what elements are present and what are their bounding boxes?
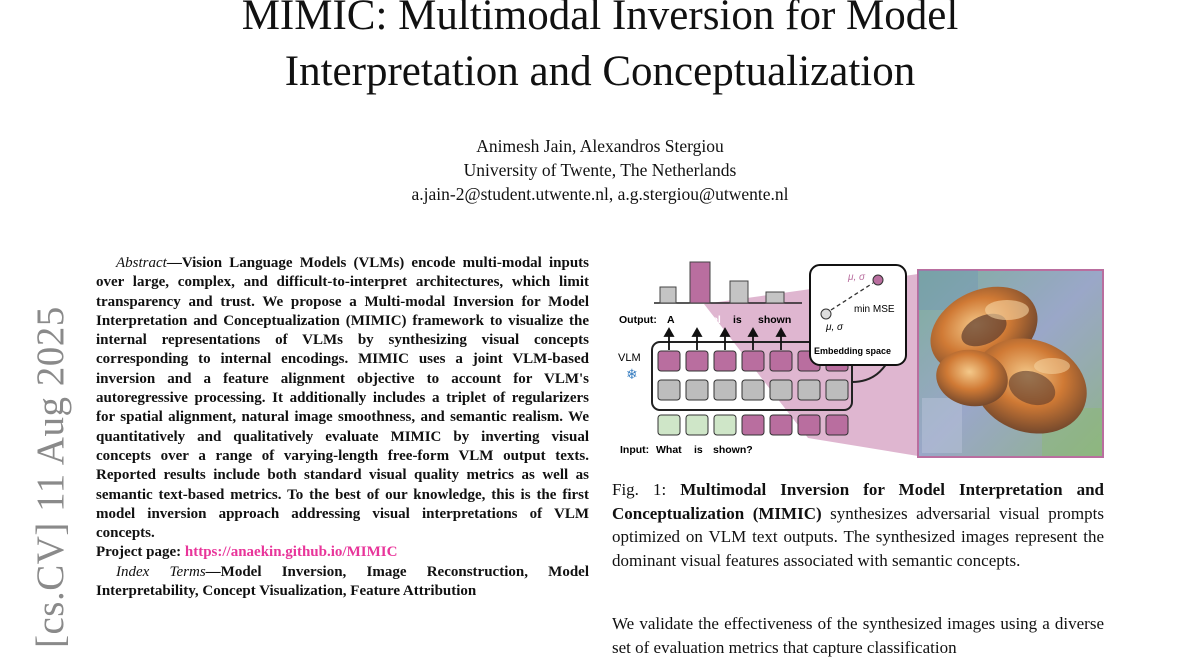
snowflake-icon: ❄ <box>626 366 638 382</box>
caption-bold: Multimodal Inversion for Model Interpret… <box>612 480 1105 523</box>
abstract-column: Abstract—Vision Language Models (VLMs) e… <box>96 254 589 601</box>
author-emails: a.jain-2@student.utwente.nl, a.g.stergio… <box>411 184 789 204</box>
mu-sigma-synth: μ, σ <box>825 322 844 333</box>
mu-sigma-target: μ, σ <box>847 272 866 283</box>
abstract-label: Abstract <box>116 255 167 271</box>
output-token: pretzel <box>687 314 721 326</box>
paper-title: MIMIC: Multimodal Inversion for Model In… <box>0 0 1200 100</box>
vlm-label: VLM <box>618 352 641 364</box>
embedding-space-label: Embedding space <box>814 346 891 356</box>
embedding-space-box <box>809 264 907 366</box>
target-embedding-dot <box>872 274 884 286</box>
affiliation: University of Twente, The Netherlands <box>463 160 737 180</box>
abstract-paragraph: Abstract—Vision Language Models (VLMs) e… <box>96 254 589 543</box>
figure-1: Output: A pretzel is shown VLM ❄ <box>612 258 1104 462</box>
prob-bar-is <box>729 280 749 304</box>
figure-caption: Fig. 1: Multimodal Inversion for Model I… <box>612 478 1104 572</box>
min-mse-label: min MSE <box>854 304 895 315</box>
caption-prefix: Fig. 1: <box>612 480 681 499</box>
input-token: What <box>656 444 682 456</box>
author-names: Animesh Jain, Alexandros Stergiou <box>476 136 724 156</box>
arxiv-side-stamp: [cs.CV] 11 Aug 2025 <box>29 306 72 648</box>
output-token: A <box>667 314 675 326</box>
index-terms-paragraph: Index Terms—Model Inversion, Image Recon… <box>96 563 589 602</box>
title-line-2: Interpretation and Conceptualization <box>284 48 916 95</box>
synthesized-pretzel-image <box>917 269 1104 458</box>
token-arrows <box>663 327 787 350</box>
caption-rest: synthesizes adversarial visual prompts o… <box>612 503 1104 570</box>
input-token: shown? <box>713 444 753 456</box>
input-label: Input: <box>620 444 649 456</box>
synth-embedding-dot <box>820 308 832 320</box>
author-block: Animesh Jain, Alexandros Stergiou Univer… <box>0 134 1200 206</box>
index-terms-label: Index Terms <box>116 563 206 580</box>
prob-bar-a <box>659 286 677 304</box>
mimic-diagram: Output: A pretzel is shown VLM ❄ <box>618 261 1104 458</box>
project-page-link[interactable]: https://anaekin.github.io/MIMIC <box>184 544 398 561</box>
project-page-line: Project page: https://anaekin.github.io/… <box>96 543 589 562</box>
vlm-block <box>651 341 853 411</box>
prob-bar-shown <box>765 291 785 304</box>
output-token: is <box>733 314 742 326</box>
body-paragraph: We validate the effectiveness of the syn… <box>612 614 1104 657</box>
abstract-text: —Vision Language Models (VLMs) encode mu… <box>96 255 589 542</box>
output-label: Output: <box>619 314 657 326</box>
index-terms-text: —Model Inversion, Image Reconstruction, … <box>96 563 590 600</box>
prob-bar-pretzel <box>689 261 711 304</box>
output-token: shown <box>758 314 791 326</box>
title-line-1: MIMIC: Multimodal Inversion for Model <box>241 0 959 39</box>
project-page-label: Project page: <box>96 544 185 561</box>
input-token: is <box>694 444 703 456</box>
